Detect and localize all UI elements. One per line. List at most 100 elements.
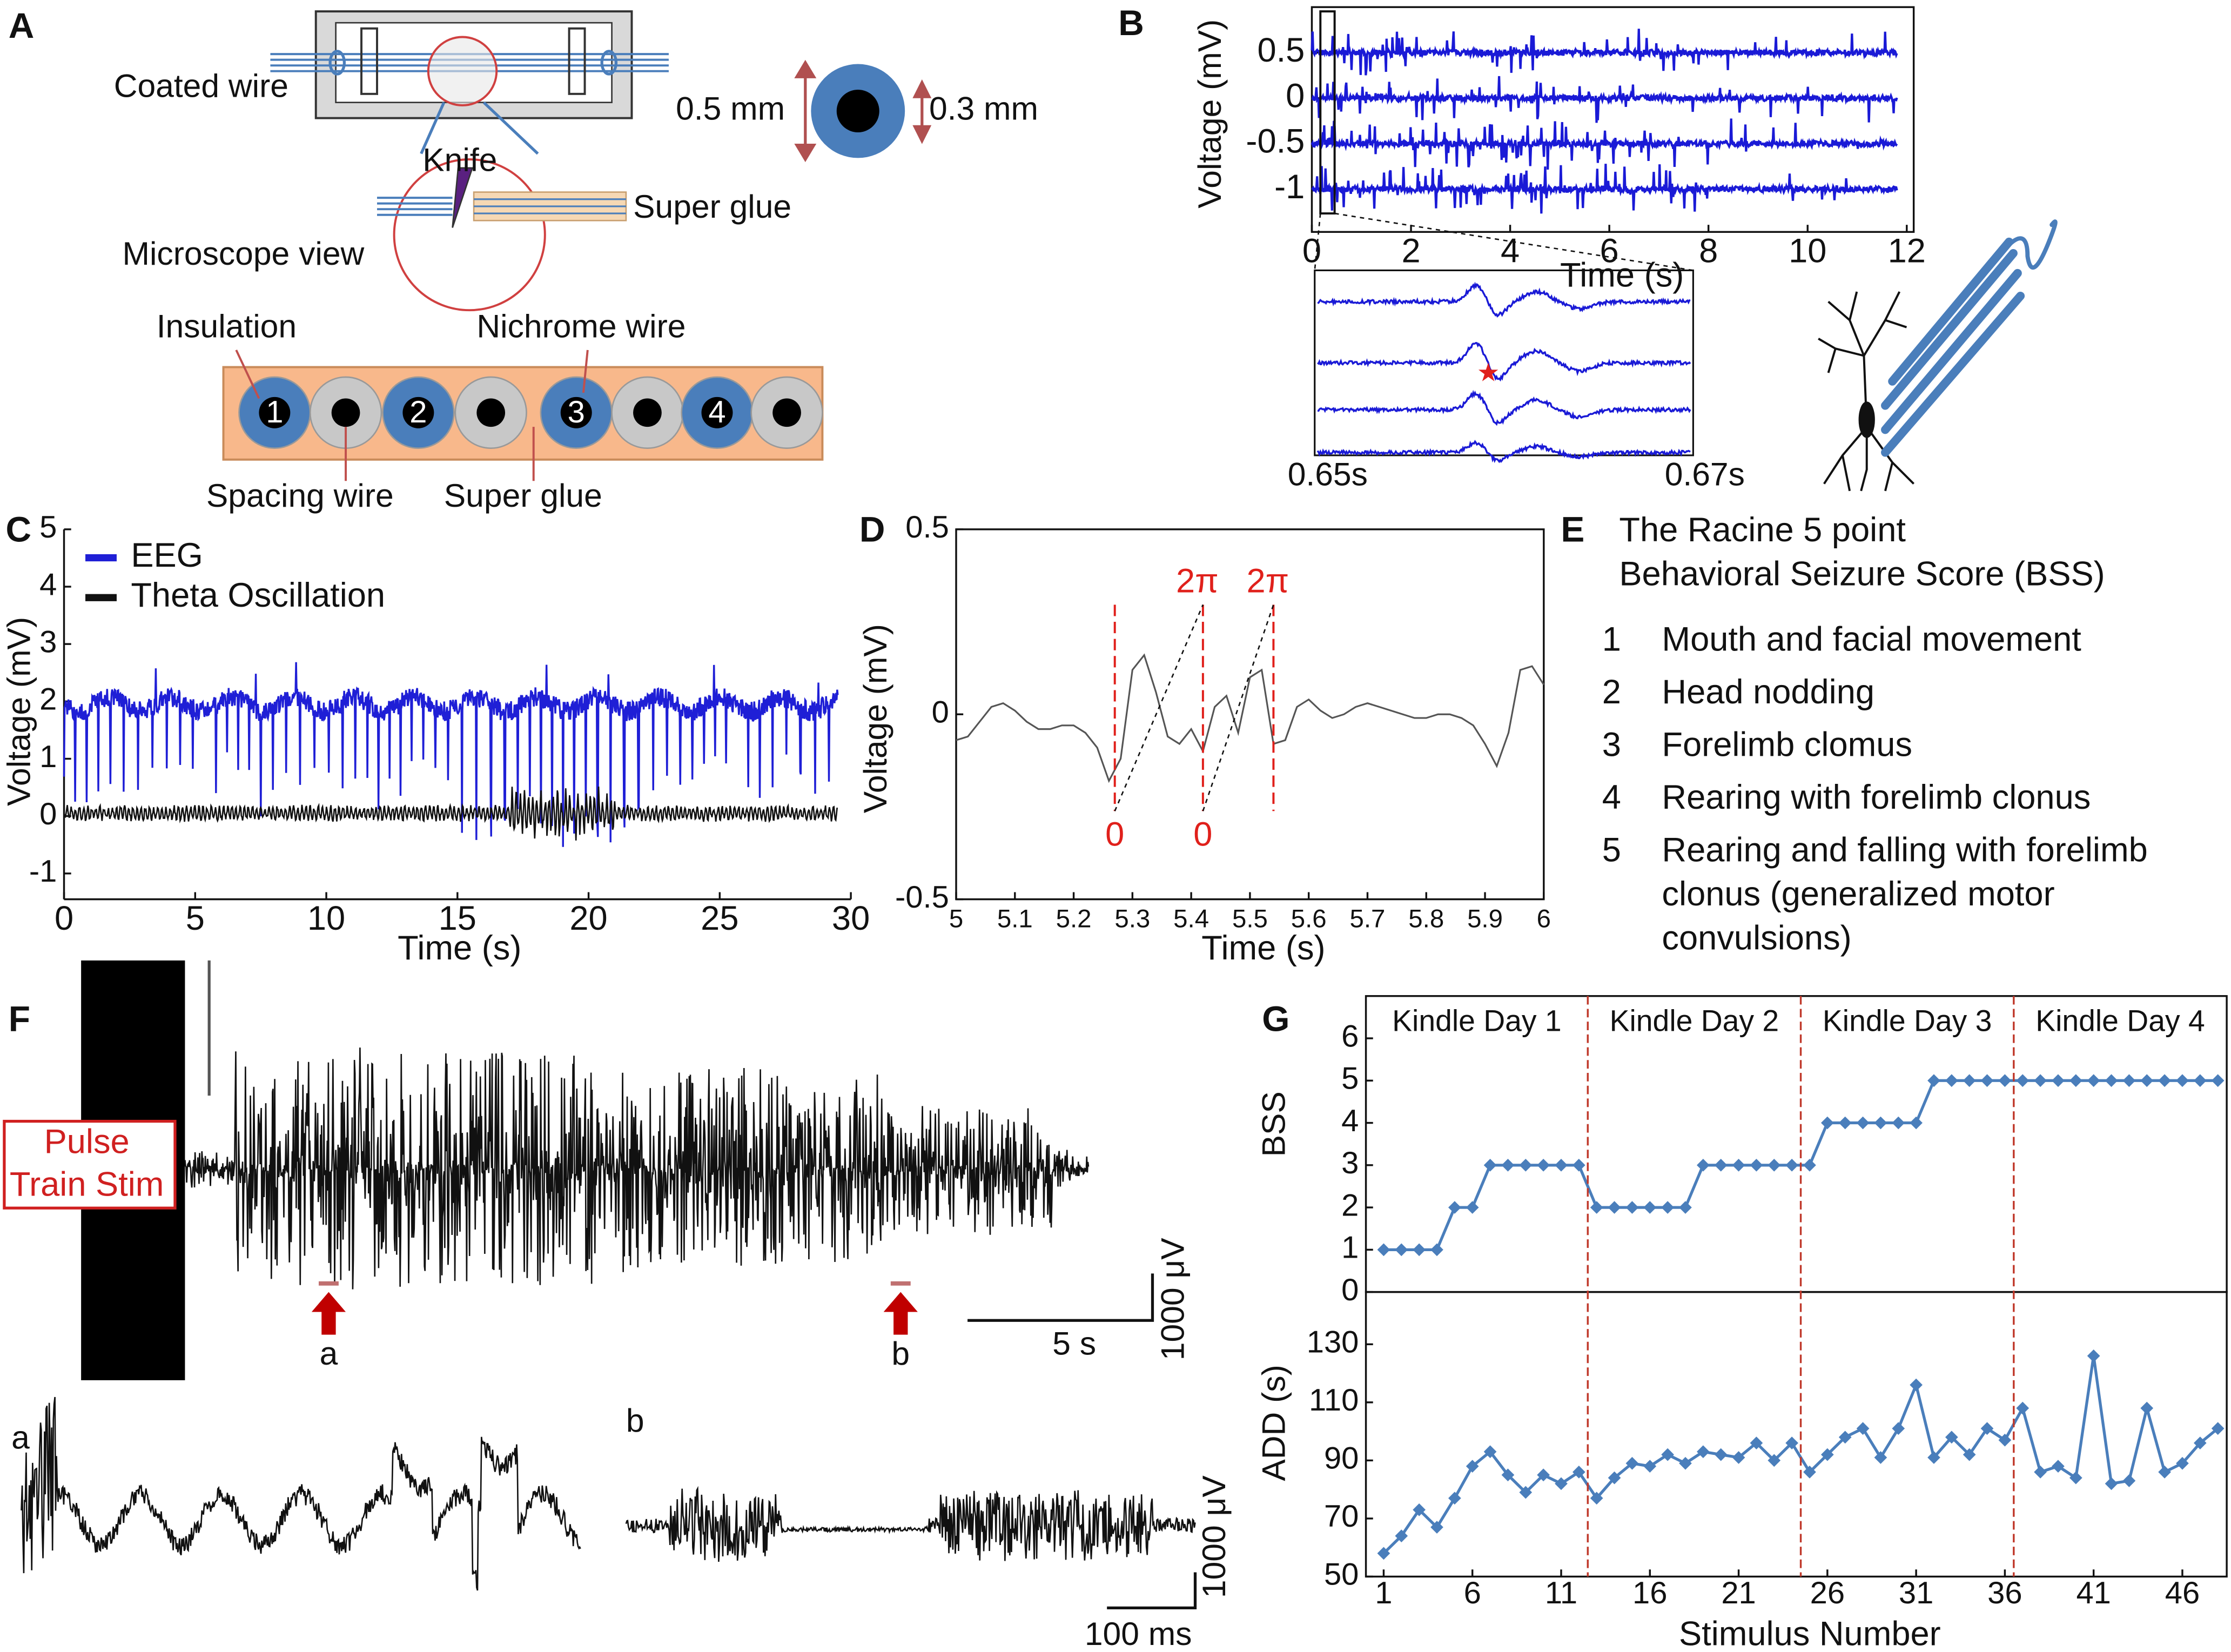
glue-label: Super glue [444, 477, 602, 514]
leader [235, 350, 260, 399]
day-label: Kindle Day 3 [1823, 1004, 1992, 1037]
data-point [2069, 1074, 2082, 1087]
phase-label: 2π [1176, 562, 1219, 600]
phase-label: 2π [1247, 562, 1289, 600]
channel-number: 4 [708, 395, 725, 429]
scale-label: 100 ms [1085, 1615, 1192, 1652]
item-text: Head nodding [1662, 673, 1874, 711]
data-point [2016, 1401, 2030, 1415]
wire-loop [328, 50, 346, 76]
marker-arrow [883, 1292, 918, 1335]
wire-core [836, 89, 879, 132]
y-tick-label: 2 [1341, 1188, 1359, 1223]
y-tick-label: 0.5 [1257, 31, 1305, 69]
data-point [2211, 1074, 2225, 1087]
data-point [1927, 1074, 1940, 1087]
data-point [1519, 1486, 1533, 1499]
x-tick-label: 16 [1632, 1576, 1667, 1610]
data-point [1590, 1201, 1603, 1214]
x-tick-label: 41 [2076, 1576, 2111, 1610]
nichrome-label: Nichrome wire [476, 307, 686, 344]
phase-label: 0 [1193, 815, 1212, 853]
data-point [1803, 1466, 1816, 1479]
list-title: Behavioral Seizure Score (BSS) [1619, 555, 2105, 593]
scale-bar [1107, 1572, 1197, 1609]
item-text: clonus (generalized motor [1662, 875, 2054, 913]
data-point [1910, 1378, 1923, 1392]
data-point [1768, 1158, 1781, 1172]
panel-letter: A [9, 5, 35, 45]
y-tick-label: 6 [1341, 1019, 1359, 1053]
zoom-circle [427, 36, 498, 106]
x-tick-label: 31 [1899, 1576, 1933, 1610]
y-tick-label: 4 [1341, 1104, 1359, 1138]
x-tick-label: 10 [1789, 232, 1826, 270]
neuron-drawing [1818, 291, 1915, 492]
y-tick-label: 5 [1341, 1062, 1359, 1096]
x-tick-label: 1 [1375, 1576, 1392, 1610]
data-point [1483, 1158, 1497, 1172]
data-point [1714, 1158, 1728, 1172]
marker-arrow [311, 1292, 346, 1335]
data-point [1945, 1074, 1958, 1087]
data-point [1910, 1116, 1923, 1130]
wires [377, 197, 453, 216]
data-point [1750, 1158, 1763, 1172]
data-point [1768, 1454, 1781, 1467]
knife-label: Knife [422, 141, 497, 178]
x-tick-label: 5 [186, 899, 205, 937]
y-tick-label: -1 [1274, 168, 1305, 206]
eeg-trace [184, 1047, 1090, 1290]
inset-frame [1314, 269, 1694, 456]
data-point [1856, 1116, 1870, 1130]
y-axis-label: ADD (s) [1255, 1365, 1292, 1481]
phase-link [1114, 604, 1204, 811]
panel-letter: E [1561, 509, 1584, 549]
x-tick-label: 5.9 [1467, 905, 1503, 934]
x-tick-label: 25 [701, 899, 738, 937]
eeg-trace [1311, 29, 1898, 76]
x-tick-label: 5.2 [1056, 905, 1092, 934]
channel-number: 1 [266, 395, 283, 429]
data-point [2069, 1471, 2082, 1485]
data-point [1785, 1158, 1798, 1172]
stim-label: Train Stim [10, 1165, 164, 1203]
y-tick-label: 3 [39, 624, 57, 659]
data-point [1430, 1243, 1443, 1257]
data-point [1625, 1201, 1639, 1214]
x-tick-label: 6 [1600, 232, 1619, 270]
microscope-circle [393, 158, 546, 312]
panel-letter: C [6, 509, 32, 549]
y-tick-label: 0 [1286, 77, 1305, 115]
data-point [1643, 1201, 1657, 1214]
data-point [2052, 1074, 2065, 1087]
data-point [1696, 1158, 1710, 1172]
y-tick-label: 1 [39, 740, 57, 774]
item-number: 4 [1602, 778, 1621, 816]
plot-frame [1365, 1291, 2228, 1578]
legend-label: EEG [131, 536, 203, 574]
y-tick-label: 3 [1341, 1146, 1359, 1180]
x-axis-label: Time (s) [398, 929, 521, 967]
channel-number: 3 [568, 395, 585, 429]
data-point [1643, 1460, 1657, 1473]
x-tick-label: 10 [307, 899, 345, 937]
x-tick-label: 5 [949, 905, 963, 934]
x-tick-label: 36 [1987, 1576, 2022, 1610]
data-point [1537, 1158, 1550, 1172]
y-axis-label: Voltage (mV) [1, 617, 37, 806]
glue-label: Super glue [633, 188, 791, 225]
item-number: 5 [1602, 831, 1621, 869]
data-point [2193, 1074, 2207, 1087]
theta-trace [63, 786, 838, 841]
x-tick-label: 5.3 [1114, 905, 1150, 934]
data-point [1395, 1243, 1408, 1257]
clip [568, 27, 586, 95]
data-point [1572, 1466, 1585, 1479]
panel-letter: F [9, 999, 30, 1039]
zoom-guide [1314, 213, 1321, 271]
item-text: Rearing with forelimb clonus [1662, 778, 2091, 816]
y-axis-label: Voltage (mV) [1191, 19, 1228, 209]
data-point [1874, 1116, 1887, 1130]
inset-trace [1316, 440, 1691, 464]
